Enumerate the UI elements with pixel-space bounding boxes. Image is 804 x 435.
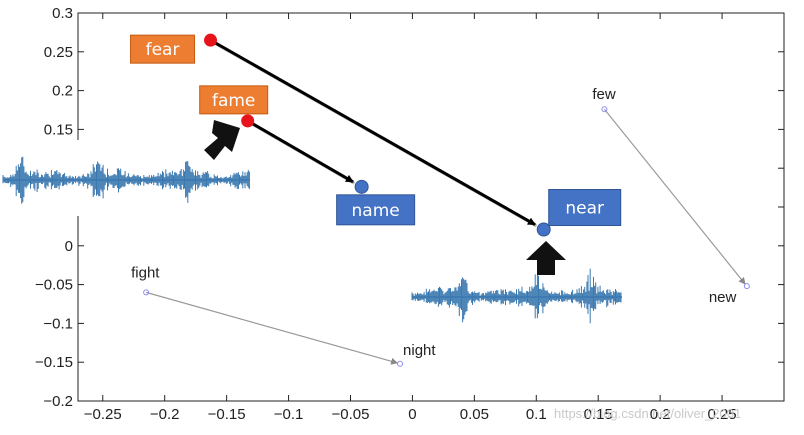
- y-tick-label: 0.2: [52, 83, 73, 100]
- point-night: [397, 360, 404, 367]
- x-tick-label: 0.05: [460, 406, 489, 423]
- point-name: [354, 179, 369, 194]
- y-tick-label: 0.3: [52, 5, 73, 22]
- point-label-name: name: [352, 201, 400, 221]
- x-tick-label: −0.25: [84, 406, 122, 423]
- analogy-arrow: [209, 38, 536, 226]
- point-fight: [143, 289, 150, 296]
- y-tick-label: 0.15: [44, 121, 73, 138]
- label-box-fame: [199, 85, 269, 115]
- point-label-few: few: [592, 86, 616, 103]
- x-tick-label: 0.1: [526, 406, 547, 423]
- y-tick-label: −0.15: [35, 354, 73, 371]
- x-tick-label: −0.15: [208, 406, 246, 423]
- x-tick-label: −0.05: [332, 406, 370, 423]
- y-tick-label: 0.25: [44, 44, 73, 61]
- y-tick-label: −0.2: [43, 393, 73, 410]
- x-tick-label: 0.2: [650, 406, 671, 423]
- label-box-name: [336, 194, 416, 226]
- point-label-fight: fight: [131, 264, 160, 281]
- x-tick-label: 0: [408, 406, 416, 423]
- x-axis: −0.25 −0.2 −0.15 −0.1 −0.05 0 0.05 0.1 0.15 0.2 0.…: [84, 13, 737, 423]
- point-label-near: near: [565, 199, 604, 219]
- y-tick-label: 0: [65, 238, 73, 255]
- point-label-new: new: [709, 289, 737, 306]
- point-near: [536, 222, 551, 237]
- watermark: https://blog.csdn.net/oliver_2001: [554, 406, 741, 421]
- x-tick-label: −0.2: [150, 406, 180, 423]
- y-tick-label: −0.05: [35, 277, 73, 294]
- point-fame: [241, 114, 255, 128]
- point-few: [601, 106, 608, 113]
- x-tick-label: 0.25: [707, 406, 736, 423]
- waveform-image: [410, 262, 624, 330]
- point-label-fear: fear: [146, 40, 180, 60]
- data-points: [143, 33, 750, 367]
- block-arrow-icon: [204, 120, 240, 160]
- x-tick-label: 0.15: [584, 406, 613, 423]
- analogy-arrow: [603, 108, 746, 285]
- point-label-fame: fame: [212, 91, 255, 111]
- point-labels: fear fame name near few new fight night: [130, 34, 737, 359]
- x-tick-label: −0.1: [274, 406, 304, 423]
- y-tick-label: −0.1: [43, 315, 73, 332]
- point-new: [743, 283, 750, 290]
- label-box-near: [548, 189, 622, 227]
- point-label-night: night: [403, 342, 436, 359]
- label-box-fear: [130, 34, 196, 64]
- point-fear: [204, 33, 218, 47]
- analogy-arrow: [246, 119, 354, 184]
- block-arrow-icon: [526, 241, 566, 275]
- pair-arrows: [145, 38, 746, 365]
- analogy-arrow: [145, 291, 399, 365]
